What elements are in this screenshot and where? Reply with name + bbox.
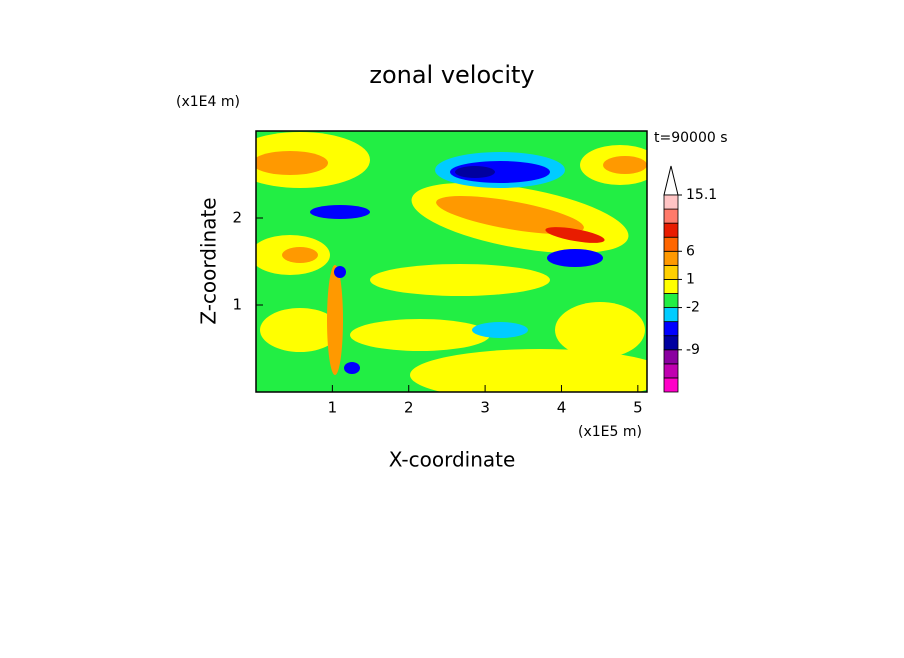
field-region (282, 247, 318, 263)
y-tick-label: 1 (232, 296, 242, 314)
chart-title: zonal velocity (369, 61, 534, 89)
colorbar-tick-label: 1 (686, 271, 695, 287)
colorbar-segment (663, 293, 679, 308)
field-region (350, 319, 490, 351)
colorbar-segment (663, 349, 679, 365)
colorbar-segment (663, 335, 679, 351)
colorbar-segment (663, 321, 679, 337)
colorbar-segment (663, 222, 679, 238)
field-region (370, 264, 550, 296)
x-tick-label: 2 (404, 399, 414, 417)
field-region (555, 302, 645, 358)
field-region (472, 322, 528, 338)
field-region (545, 227, 605, 243)
colorbar-segment (663, 279, 679, 294)
colorbar-tick-label: 15.1 (686, 187, 717, 203)
field-region (334, 266, 346, 278)
colorbar-segment (663, 264, 679, 280)
field-region (455, 166, 495, 178)
field-region (436, 196, 584, 234)
colorbar-segment (663, 250, 679, 266)
x-axis-label: X-coordinate (389, 448, 516, 472)
field-region (260, 308, 340, 352)
colorbar-tick-label: -2 (686, 300, 700, 316)
field-region (344, 362, 360, 374)
colorbar-tick-label: -9 (686, 342, 700, 358)
x-unit: (x1E5 m) (578, 424, 642, 440)
colorbar-segment (663, 363, 679, 379)
annotation: t=90000 s (654, 130, 728, 146)
x-tick-label: 3 (480, 399, 490, 417)
x-tick-label: 5 (633, 399, 643, 417)
field-region (327, 265, 343, 375)
x-tick-label: 1 (328, 399, 338, 417)
field-region (256, 151, 328, 175)
y-tick-label: 2 (232, 209, 242, 227)
colorbar-segment (663, 307, 679, 323)
plot-frame (255, 130, 648, 393)
colorbar-segment (663, 377, 679, 393)
contour-field (256, 131, 647, 392)
colorbar-tick-label: 6 (686, 243, 695, 259)
colorbar-segment (663, 236, 679, 252)
y-axis-label: Z-coordinate (197, 197, 221, 324)
field-region (603, 156, 647, 174)
y-unit: (x1E4 m) (176, 94, 240, 110)
colorbar-segment (663, 208, 679, 224)
field-region (410, 349, 647, 392)
colorbar-segment (663, 194, 679, 210)
field-region (310, 205, 370, 219)
x-tick-label: 4 (557, 399, 567, 417)
colorbar-extension (663, 165, 679, 196)
field-region (547, 249, 603, 267)
